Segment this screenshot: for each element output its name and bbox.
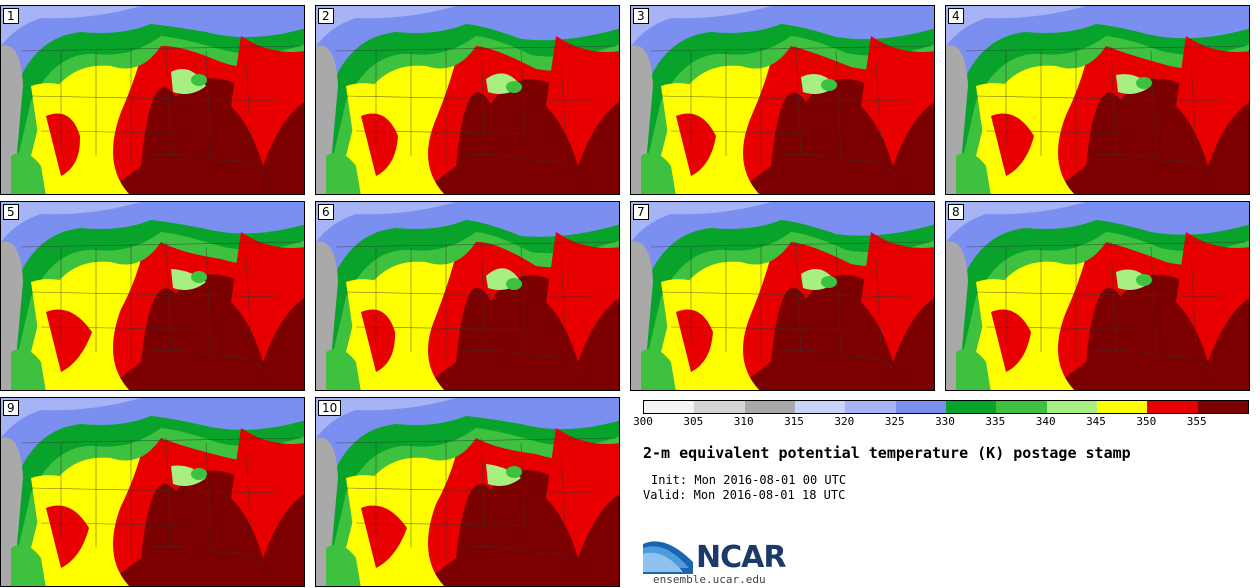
colorbar bbox=[643, 400, 1249, 414]
colorbar-tick-label: 325 bbox=[884, 415, 905, 428]
member-number-label: 3 bbox=[633, 8, 649, 24]
colorbar-tick-label: 305 bbox=[683, 415, 704, 428]
member-number-label: 9 bbox=[3, 400, 19, 416]
colorbar-tick-label: 355 bbox=[1186, 415, 1207, 428]
colorbar-tick-label: 320 bbox=[834, 415, 855, 428]
postage-stamp-map[interactable]: 1 bbox=[0, 5, 305, 195]
colorbar-tick-labels: 300 305 310 315 320 325 330 335 340 345 350 355 bbox=[633, 415, 1247, 429]
colorbar-segment bbox=[845, 401, 896, 413]
colorbar-segment bbox=[1046, 401, 1097, 413]
colorbar-segment bbox=[644, 401, 695, 413]
postage-stamp-map[interactable]: 2 bbox=[315, 5, 620, 195]
postage-stamp-map[interactable]: 9 bbox=[0, 397, 305, 587]
colorbar-segment bbox=[794, 401, 846, 413]
member-number-label: 8 bbox=[948, 204, 964, 220]
member-number-label: 5 bbox=[3, 204, 19, 220]
init-time: Init: Mon 2016-08-01 00 UTC bbox=[651, 473, 846, 487]
colorbar-segment bbox=[945, 401, 997, 413]
colorbar-segment bbox=[744, 401, 795, 413]
postage-stamp-map[interactable]: 4 bbox=[945, 5, 1250, 195]
postage-stamp-map[interactable]: 7 bbox=[630, 201, 935, 391]
colorbar-segment bbox=[895, 401, 946, 413]
colorbar-segment bbox=[1096, 401, 1148, 413]
member-number-label: 7 bbox=[633, 204, 649, 220]
colorbar-tick-label: 335 bbox=[985, 415, 1006, 428]
colorbar-tick-label: 340 bbox=[1035, 415, 1056, 428]
valid-time: Valid: Mon 2016-08-01 18 UTC bbox=[643, 488, 845, 502]
postage-stamp-map[interactable]: 5 bbox=[0, 201, 305, 391]
colorbar-segment bbox=[1147, 401, 1198, 413]
site-url[interactable]: ensemble.ucar.edu bbox=[653, 573, 766, 586]
valid-value: Mon 2016-08-01 18 UTC bbox=[693, 488, 846, 502]
postage-stamp-map[interactable]: 10 bbox=[315, 397, 620, 587]
member-number-label: 4 bbox=[948, 8, 964, 24]
postage-stamp-map[interactable]: 3 bbox=[630, 5, 935, 195]
colorbar-tick-label: 315 bbox=[784, 415, 804, 428]
postage-stamp-map[interactable]: 8 bbox=[945, 201, 1250, 391]
colorbar-tick-label: 310 bbox=[733, 415, 754, 428]
ncar-logo-icon bbox=[643, 541, 693, 574]
postage-stamp-map[interactable]: 6 bbox=[315, 201, 620, 391]
member-number-label: 1 bbox=[3, 8, 19, 24]
valid-label: Valid: bbox=[643, 488, 687, 502]
colorbar-segment bbox=[1197, 401, 1248, 413]
colorbar-segment bbox=[996, 401, 1047, 413]
init-value: Mon 2016-08-01 00 UTC bbox=[694, 473, 847, 487]
colorbar-tick-label: 345 bbox=[1086, 415, 1106, 428]
member-number-label: 2 bbox=[318, 8, 334, 24]
member-number-label: 10 bbox=[318, 400, 342, 416]
colorbar-tick-label: 330 bbox=[935, 415, 955, 428]
plot-title: 2-m equivalent potential temperature (K)… bbox=[643, 444, 1131, 462]
colorbar-tick-label: 300 bbox=[633, 415, 653, 428]
colorbar-tick-label: 350 bbox=[1136, 415, 1157, 428]
init-label: Init: bbox=[651, 473, 688, 487]
member-number-label: 6 bbox=[318, 204, 334, 220]
colorbar-segment bbox=[694, 401, 745, 413]
logo-text: NCAR bbox=[696, 540, 786, 575]
